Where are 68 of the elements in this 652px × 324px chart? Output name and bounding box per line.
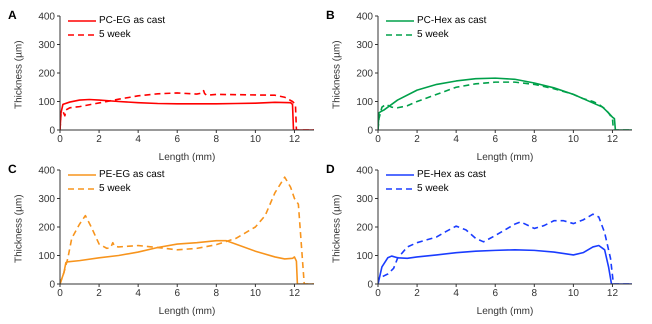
y-tick-label: 300 bbox=[356, 194, 374, 206]
y-tick-label: 0 bbox=[49, 126, 56, 137]
x-tick-label: 0 bbox=[57, 288, 64, 300]
x-tick-label: 8 bbox=[532, 288, 538, 300]
y-axis-title: Thickness (µm) bbox=[332, 194, 343, 263]
y-tick-label: 400 bbox=[356, 166, 374, 177]
legend-label: PC-EG as cast bbox=[99, 14, 166, 28]
y-tick-label: 100 bbox=[38, 97, 56, 108]
legend-label: PC-Hex as cast bbox=[417, 14, 486, 28]
x-tick-label: 10 bbox=[250, 134, 262, 146]
y-tick-label: 300 bbox=[356, 40, 374, 52]
chart-title: C bbox=[8, 162, 17, 176]
chart-title: D bbox=[326, 162, 335, 176]
x-axis-title: Length (mm) bbox=[158, 306, 216, 317]
x-axis-title: Length (mm) bbox=[476, 306, 534, 317]
x-tick-label: 2 bbox=[96, 288, 102, 300]
x-tick-label: 4 bbox=[135, 134, 142, 146]
x-tick-label: 8 bbox=[532, 134, 538, 146]
chart-title: B bbox=[326, 8, 335, 22]
x-tick-label: 12 bbox=[288, 134, 300, 146]
x-tick-label: 0 bbox=[57, 134, 64, 146]
x-tick-label: 2 bbox=[414, 288, 420, 300]
y-tick-label: 200 bbox=[356, 222, 374, 234]
legend-label: 5 week bbox=[99, 28, 131, 42]
x-tick-label: 10 bbox=[568, 134, 580, 146]
x-tick-label: 6 bbox=[492, 288, 498, 300]
y-tick-label: 400 bbox=[38, 166, 56, 177]
x-tick-label: 8 bbox=[214, 288, 220, 300]
x-axis-title: Length (mm) bbox=[476, 152, 534, 163]
legend-label: PE-Hex as cast bbox=[417, 168, 486, 182]
legend-label: 5 week bbox=[417, 182, 449, 196]
x-tick-label: 0 bbox=[375, 288, 382, 300]
y-tick-label: 200 bbox=[356, 68, 374, 80]
y-axis-title: Thickness (µm) bbox=[14, 194, 25, 263]
y-tick-label: 300 bbox=[38, 194, 56, 206]
x-tick-label: 10 bbox=[568, 288, 580, 300]
y-tick-label: 300 bbox=[38, 40, 56, 52]
x-tick-label: 12 bbox=[606, 288, 618, 300]
x-tick-label: 4 bbox=[453, 288, 460, 300]
y-tick-label: 200 bbox=[38, 68, 56, 80]
x-tick-label: 2 bbox=[96, 134, 102, 146]
y-tick-label: 400 bbox=[38, 12, 56, 23]
x-tick-label: 4 bbox=[135, 288, 142, 300]
legend-label: PE-EG as cast bbox=[99, 168, 165, 182]
x-tick-label: 12 bbox=[288, 288, 300, 300]
x-tick-label: 4 bbox=[453, 134, 460, 146]
y-axis-title: Thickness (µm) bbox=[14, 40, 25, 109]
x-tick-label: 6 bbox=[174, 288, 180, 300]
x-tick-label: 12 bbox=[606, 134, 618, 146]
legend-label: 5 week bbox=[99, 182, 131, 196]
x-tick-label: 0 bbox=[375, 134, 382, 146]
x-tick-label: 2 bbox=[414, 134, 420, 146]
y-tick-label: 200 bbox=[38, 222, 56, 234]
y-tick-label: 0 bbox=[367, 126, 374, 137]
x-axis-title: Length (mm) bbox=[158, 152, 216, 163]
y-tick-label: 400 bbox=[356, 12, 374, 23]
y-axis-title: Thickness (µm) bbox=[332, 40, 343, 109]
legend-label: 5 week bbox=[417, 28, 449, 42]
x-tick-label: 6 bbox=[174, 134, 180, 146]
y-tick-label: 0 bbox=[49, 280, 56, 291]
y-tick-label: 100 bbox=[38, 251, 56, 262]
chart-title: A bbox=[8, 8, 17, 22]
y-tick-label: 100 bbox=[356, 97, 374, 108]
x-tick-label: 6 bbox=[492, 134, 498, 146]
x-tick-label: 10 bbox=[250, 288, 262, 300]
y-tick-label: 100 bbox=[356, 251, 374, 262]
x-tick-label: 8 bbox=[214, 134, 220, 146]
y-tick-label: 0 bbox=[367, 280, 374, 291]
